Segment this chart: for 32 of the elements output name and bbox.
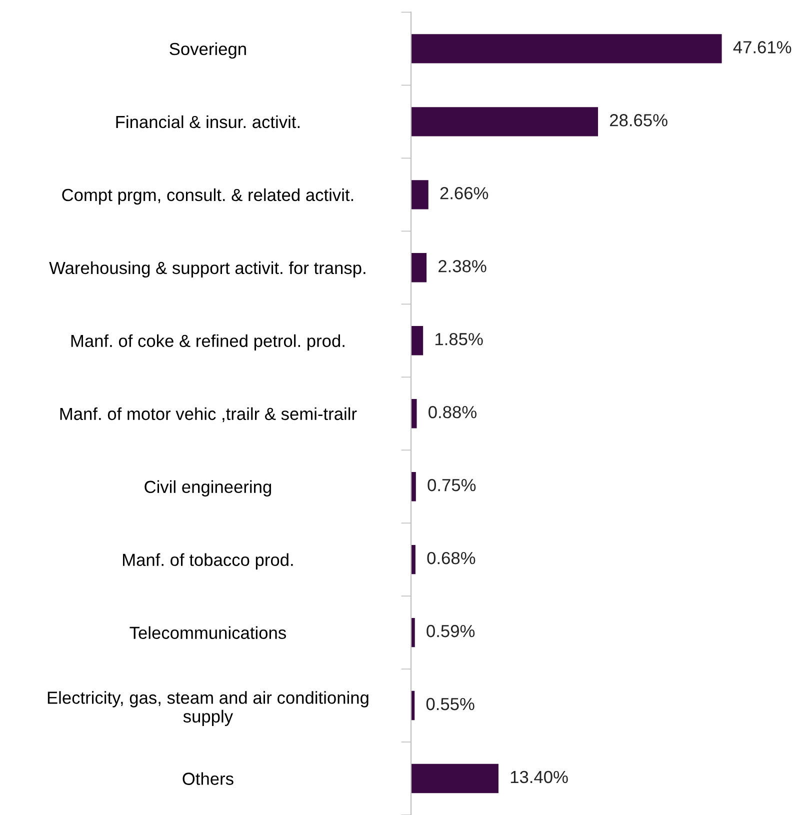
- y-tick-label: Electricity, gas, steam and air conditioning supply: [48, 691, 368, 726]
- y-tick-label: Manf. of tobacco prod.: [123, 553, 293, 570]
- y-tick-label: Manf. of coke & refined petrol. prod.: [71, 334, 344, 351]
- bar: [411, 253, 427, 282]
- y-tick-label: Soveriegn: [170, 42, 246, 59]
- bar: [411, 544, 416, 574]
- y-tick-label: Civil engineering: [144, 480, 272, 496]
- data-label: 1.85%: [436, 333, 483, 346]
- y-tick-label: Compt prgm, consult. & related activit.: [62, 188, 354, 205]
- data-label: 47.61%: [733, 41, 792, 54]
- y-tick-label: Financial & insur. activit.: [116, 115, 300, 128]
- data-label: 28.65%: [610, 114, 668, 126]
- y-tick-label: Manf. of motor vehic ,trailr & semi-trailr: [60, 407, 357, 422]
- y-tick-label: Telecommunications: [130, 626, 286, 640]
- bar: [411, 399, 417, 428]
- data-label: 0.88%: [428, 406, 476, 418]
- bar: [411, 180, 428, 210]
- y-tick-label: Warehousing & support activit. for transp.: [49, 261, 366, 278]
- data-label: 2.66%: [440, 187, 488, 200]
- data-label: 13.40%: [510, 770, 568, 784]
- data-label: 2.38%: [438, 260, 486, 272]
- data-label: 0.59%: [426, 624, 475, 638]
- bar: [411, 472, 416, 502]
- data-label: 0.75%: [428, 478, 476, 492]
- bar: [411, 618, 415, 648]
- bar: [411, 34, 722, 64]
- data-label: 0.68%: [427, 552, 476, 564]
- bar: [411, 326, 424, 356]
- y-tick-label: Others: [182, 772, 234, 785]
- bar: [411, 764, 498, 794]
- bar: [411, 107, 598, 136]
- data-label: 0.55%: [426, 698, 474, 710]
